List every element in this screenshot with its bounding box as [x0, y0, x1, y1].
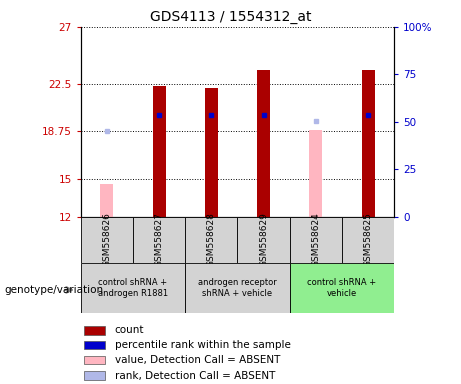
Bar — [205, 88, 218, 217]
Text: control shRNA +
androgen R1881: control shRNA + androgen R1881 — [98, 278, 168, 298]
Text: GSM558625: GSM558625 — [364, 213, 372, 267]
Text: GDS4113 / 1554312_at: GDS4113 / 1554312_at — [150, 10, 311, 23]
Bar — [84, 341, 105, 349]
Bar — [290, 217, 342, 263]
Bar — [185, 217, 237, 263]
Bar — [257, 70, 270, 217]
Bar — [84, 356, 105, 364]
Text: androgen receptor
shRNA + vehicle: androgen receptor shRNA + vehicle — [198, 278, 277, 298]
Bar — [309, 129, 322, 217]
Text: GSM558628: GSM558628 — [207, 213, 216, 267]
Bar — [361, 70, 374, 217]
Bar — [185, 263, 290, 313]
Text: percentile rank within the sample: percentile rank within the sample — [115, 340, 290, 350]
Text: GSM558626: GSM558626 — [102, 213, 111, 267]
Bar — [153, 86, 165, 217]
Bar — [84, 371, 105, 380]
Bar — [84, 326, 105, 335]
Text: GSM558629: GSM558629 — [259, 213, 268, 267]
Text: control shRNA +
vehicle: control shRNA + vehicle — [307, 278, 377, 298]
Text: rank, Detection Call = ABSENT: rank, Detection Call = ABSENT — [115, 371, 275, 381]
Text: count: count — [115, 326, 144, 336]
Text: value, Detection Call = ABSENT: value, Detection Call = ABSENT — [115, 355, 280, 365]
Bar — [100, 184, 113, 217]
Bar — [342, 217, 394, 263]
Bar — [133, 217, 185, 263]
Text: GSM558624: GSM558624 — [311, 213, 320, 267]
Bar — [81, 217, 133, 263]
Bar — [290, 263, 394, 313]
Text: genotype/variation: genotype/variation — [5, 285, 104, 295]
Text: GSM558627: GSM558627 — [154, 213, 164, 267]
Bar — [81, 263, 185, 313]
Bar — [237, 217, 290, 263]
